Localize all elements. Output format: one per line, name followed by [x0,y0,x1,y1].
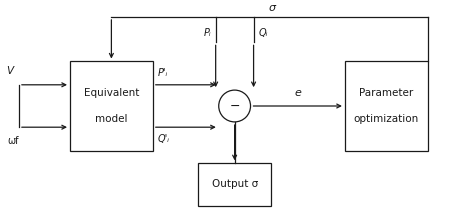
Text: ωf: ωf [7,136,18,146]
Bar [70,61,153,151]
Text: model: model [95,114,128,124]
Bar [198,163,271,206]
Text: −: − [229,99,240,113]
Text: Qᵢ: Qᵢ [258,28,268,38]
Text: e: e [294,88,301,98]
Text: σ: σ [269,3,276,13]
Text: Parameter: Parameter [359,88,413,98]
Text: Output σ: Output σ [211,179,258,190]
Text: Pᵢ: Pᵢ [203,28,211,38]
Text: Q'ᵢ: Q'ᵢ [157,134,170,144]
Text: optimization: optimization [354,114,419,124]
Text: P'ᵢ: P'ᵢ [157,68,168,78]
Text: Equivalent: Equivalent [84,88,139,98]
Text: V: V [6,66,13,76]
Bar [345,61,428,151]
